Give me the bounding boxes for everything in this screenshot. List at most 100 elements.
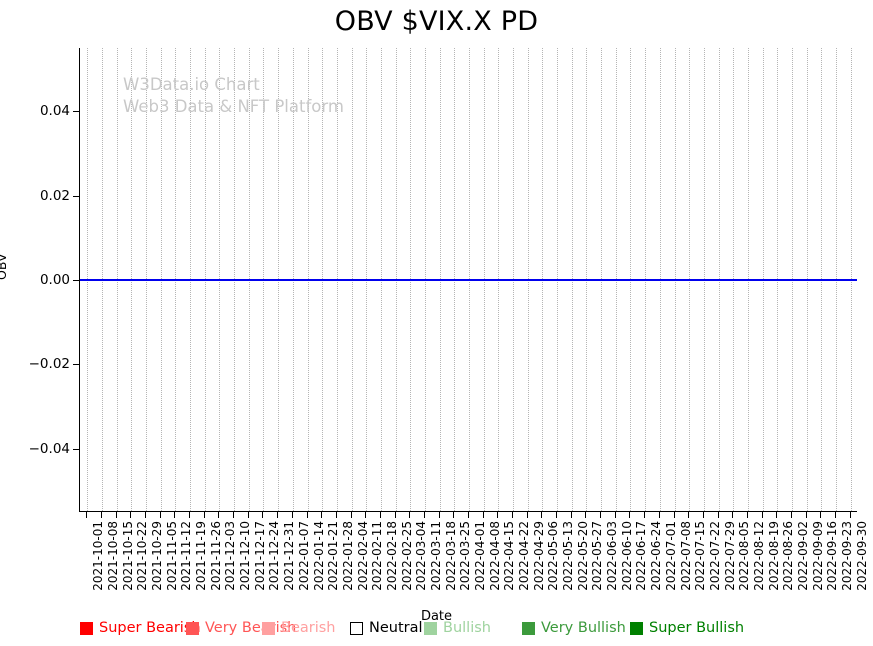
x-axis-tick-mark <box>556 512 558 518</box>
x-axis-tick-label: 2021-12-03 <box>223 521 238 591</box>
legend-item-label: Very Bullish <box>541 620 626 636</box>
y-axis-tick-label: −0.04 <box>28 440 70 457</box>
x-axis-tick-label: 2022-09-30 <box>854 521 869 591</box>
x-axis-tick-mark <box>512 512 514 518</box>
x-axis-tick-mark <box>115 512 117 518</box>
x-axis-tick-mark <box>394 512 396 518</box>
x-axis-tick-mark <box>379 512 381 518</box>
x-axis-tick-mark <box>409 512 411 518</box>
x-axis-tick-label: 2022-01-14 <box>311 521 326 591</box>
legend-item-bearish[interactable]: Bearish <box>262 620 336 636</box>
x-axis-tick-label: 2022-04-08 <box>487 521 502 591</box>
x-axis-tick-mark <box>174 512 176 518</box>
legend-item-super-bullish[interactable]: Super Bullish <box>630 620 744 636</box>
x-axis-tick-mark <box>629 512 631 518</box>
x-axis-tick-label: 2022-05-27 <box>590 521 605 591</box>
x-axis-tick-mark <box>350 512 352 518</box>
plot-area[interactable]: W3Data.io Chart Web3 Data & NFT Platform <box>79 48 857 512</box>
x-axis-tick-label: 2022-08-26 <box>781 521 796 591</box>
x-axis-tick-label: 2022-06-24 <box>649 521 664 591</box>
x-axis-tick-label: 2021-10-15 <box>120 521 135 591</box>
x-axis-tick-label: 2022-03-18 <box>443 521 458 591</box>
x-axis-tick-label: 2022-07-08 <box>678 521 693 591</box>
x-axis-tick-label: 2022-04-29 <box>531 521 546 591</box>
x-axis-tick-label: 2021-11-12 <box>179 521 194 591</box>
x-axis-tick-label: 2022-09-02 <box>795 521 810 591</box>
x-axis-tick-label: 2022-08-12 <box>751 521 766 591</box>
x-axis-label: Date <box>420 609 453 624</box>
x-axis-tick-mark <box>585 512 587 518</box>
x-axis-tick-mark <box>790 512 792 518</box>
x-axis-tick-label: 2022-07-15 <box>693 521 708 591</box>
x-axis-tick-mark <box>365 512 367 518</box>
y-axis-tick-mark <box>73 448 79 450</box>
x-axis-tick-mark <box>614 512 616 518</box>
x-axis-tick-mark <box>423 512 425 518</box>
x-axis-tick-label: 2021-12-31 <box>282 521 297 591</box>
x-axis-tick-mark <box>702 512 704 518</box>
x-axis-tick-label: 2022-05-06 <box>546 521 561 591</box>
x-axis-tick-mark <box>262 512 264 518</box>
legend-item-very-bullish[interactable]: Very Bullish <box>522 620 626 636</box>
x-axis-tick-label: 2021-12-24 <box>267 521 282 591</box>
x-axis-tick-label: 2022-05-13 <box>561 521 576 591</box>
x-axis-tick-mark <box>233 512 235 518</box>
x-axis-tick-label: 2022-07-22 <box>707 521 722 591</box>
legend-item-label: Super Bullish <box>649 620 745 636</box>
x-axis-tick-label: 2022-04-15 <box>502 521 517 591</box>
x-axis-tick-label: 2022-08-19 <box>766 521 781 591</box>
x-axis-tick-mark <box>761 512 763 518</box>
x-axis-tick-label: 2022-03-11 <box>428 521 443 591</box>
x-axis-tick-mark <box>321 512 323 518</box>
x-axis-tick-mark <box>805 512 807 518</box>
x-axis-tick-mark <box>849 512 851 518</box>
x-axis-tick-mark <box>189 512 191 518</box>
page-title: OBV $VIX.X PD <box>334 6 539 37</box>
x-axis-tick-mark <box>159 512 161 518</box>
y-axis-tick-mark <box>73 364 79 366</box>
y-axis-tick-mark <box>73 195 79 197</box>
x-axis-tick-label: 2022-05-20 <box>575 521 590 591</box>
x-axis-tick-label: 2021-11-19 <box>194 521 209 591</box>
x-axis-tick-mark <box>335 512 337 518</box>
legend: Super Bearish Very Bearish Bearish Neutral B… <box>0 620 873 642</box>
y-axis-tick-label: 0.04 <box>39 103 70 120</box>
x-axis-tick-mark <box>306 512 308 518</box>
legend-swatch-icon <box>630 621 643 635</box>
x-axis-tick-label: 2022-03-04 <box>414 521 429 591</box>
x-axis-tick-label: 2022-02-25 <box>399 521 414 591</box>
x-axis-tick-label: 2021-11-05 <box>164 521 179 591</box>
x-axis-tick-mark <box>658 512 660 518</box>
y-axis-tick-mark <box>73 111 79 113</box>
x-axis-tick-mark <box>526 512 528 518</box>
x-axis-tick-mark <box>746 512 748 518</box>
x-axis-tick-mark <box>247 512 249 518</box>
x-axis-tick-mark <box>453 512 455 518</box>
x-axis-tick-mark <box>145 512 147 518</box>
legend-swatch-icon <box>522 621 535 635</box>
x-axis-tick-mark <box>482 512 484 518</box>
x-axis-tick-label: 2022-08-05 <box>737 521 752 591</box>
x-axis-tick-label: 2022-04-01 <box>473 521 487 591</box>
y-axis-tick-label: 0.02 <box>39 187 70 204</box>
x-axis-tick-label: 2021-11-26 <box>208 521 223 591</box>
legend-item-super-bearish[interactable]: Super Bearish <box>80 620 201 636</box>
x-axis-tick-mark <box>688 512 690 518</box>
x-axis-tick-mark <box>776 512 778 518</box>
x-axis-tick-label: 2022-09-16 <box>825 521 840 591</box>
legend-swatch-icon <box>424 621 437 635</box>
x-axis-tick-label: 2022-07-01 <box>663 521 678 591</box>
legend-item-bullish[interactable]: Bullish <box>424 620 491 636</box>
x-axis-tick-label: 2021-10-01 <box>91 521 106 591</box>
legend-item-neutral[interactable]: Neutral <box>350 620 423 636</box>
legend-item-label: Neutral <box>369 620 423 636</box>
x-axis-tick-mark <box>644 512 646 518</box>
x-axis-tick-mark <box>218 512 220 518</box>
x-axis-tick-mark <box>203 512 205 518</box>
x-axis-tick-mark <box>820 512 822 518</box>
x-axis-tick-label: 2021-10-29 <box>150 521 165 591</box>
y-axis-tick-label: 0.00 <box>39 272 70 288</box>
x-axis-tick-mark <box>497 512 499 518</box>
x-axis-tick-mark <box>468 512 469 518</box>
